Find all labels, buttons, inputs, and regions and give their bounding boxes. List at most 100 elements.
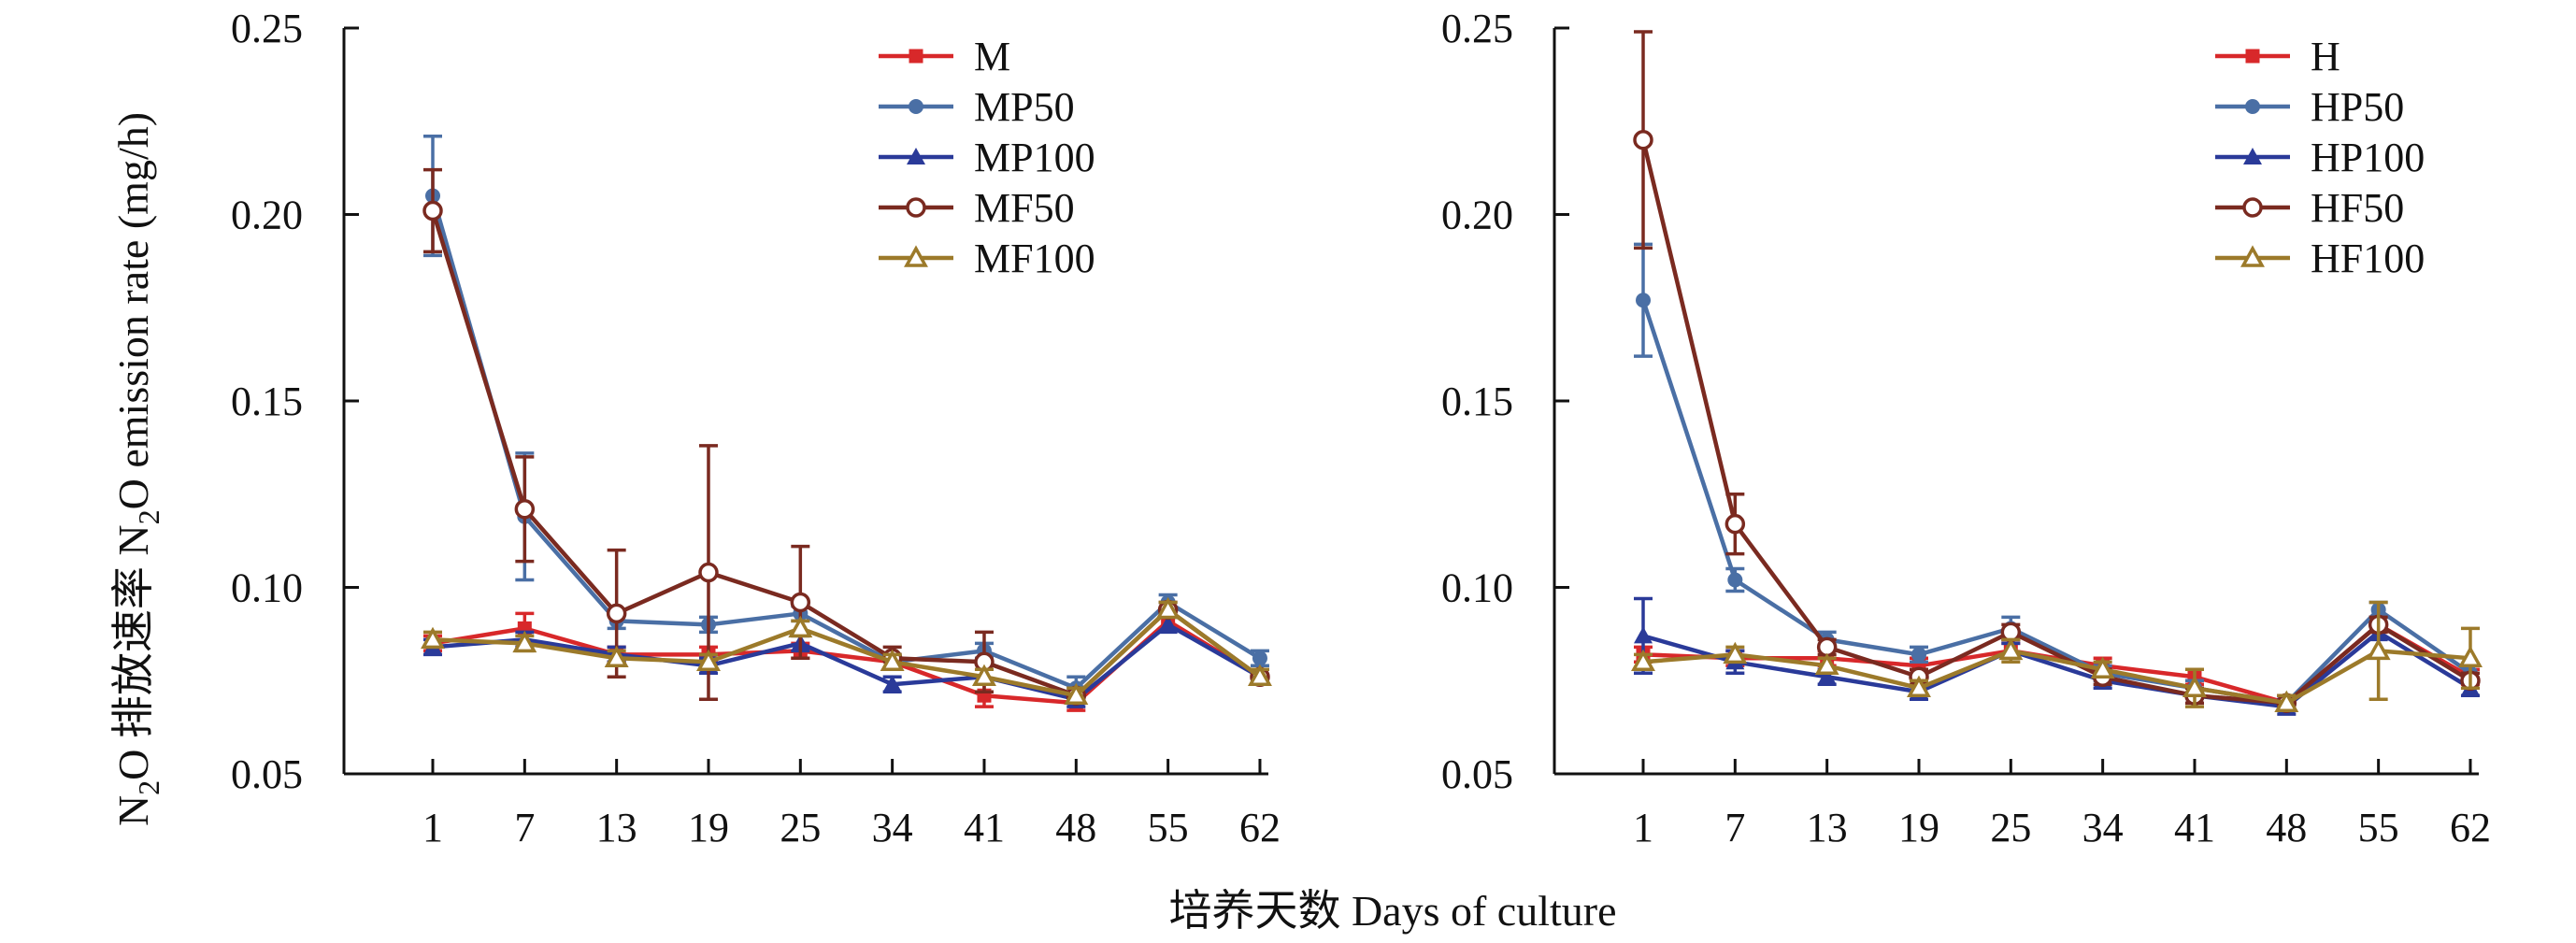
legend-entry: MP100: [879, 135, 1095, 180]
data-point: [1631, 649, 1655, 672]
x-tick-label: 34: [872, 805, 913, 850]
x-tick-label: 25: [780, 805, 821, 850]
data-point: [1727, 572, 1743, 588]
series-line: [430, 194, 1262, 691]
legend-label: HP100: [2311, 135, 2425, 180]
data-point: [790, 592, 811, 613]
data-point: [2274, 690, 2299, 712]
y-axis-title-part: N: [109, 795, 157, 826]
y-tick-label: 0.20: [231, 193, 303, 238]
legend-entry: MF50: [879, 185, 1075, 231]
series-line: [432, 607, 1262, 698]
x-tick-label: 19: [1898, 805, 1939, 850]
x-axis-title: 培养天数 Days of culture: [1168, 887, 1616, 935]
data-point: [880, 649, 905, 672]
series-line: [432, 622, 1262, 702]
series-hp50: [1634, 242, 2480, 712]
series-line: [430, 209, 1262, 698]
y-tick-label: 0.25: [231, 6, 303, 51]
data-point: [2090, 656, 2115, 679]
data-point: [972, 664, 996, 687]
y-tick-label: 0.10: [1441, 565, 1513, 611]
x-tick-label: 55: [1148, 805, 1189, 850]
data-point: [1998, 637, 2024, 661]
x-tick-label: 13: [596, 805, 637, 850]
chart-panel-right: 0.050.100.150.200.251 7 13 19 25 34 41 48 55 62HH…: [1441, 6, 2491, 850]
series-mf100: [421, 596, 1272, 705]
x-tick-label: 19: [688, 805, 729, 850]
x-tick-label: 55: [2358, 805, 2399, 850]
legend-label: MF100: [974, 236, 1095, 281]
series-line: [1642, 649, 2471, 706]
data-point: [1816, 636, 1838, 658]
data-point: [698, 562, 719, 583]
data-point: [1634, 626, 1653, 644]
x-tick-label: 41: [2174, 805, 2215, 850]
series-mp50: [423, 134, 1269, 701]
legend-entry: MP50: [879, 84, 1075, 130]
legend-marker: [907, 148, 925, 164]
data-point: [1247, 664, 1272, 687]
data-point: [2366, 637, 2391, 661]
y-tick-label: 0.05: [231, 751, 303, 797]
series-line: [1642, 630, 2472, 709]
data-point: [512, 630, 537, 653]
legend-marker: [909, 99, 923, 114]
y-tick-label: 0.15: [1441, 379, 1513, 424]
y-axis-title: N2O 排放速率 N2O emission rate (mg/h): [109, 112, 165, 826]
legend-marker: [904, 245, 928, 267]
data-point: [1636, 293, 1651, 308]
legend-marker: [909, 49, 923, 64]
x-tick-label: 7: [514, 805, 535, 850]
legend-marker: [2240, 245, 2265, 267]
x-tick-label: 1: [1633, 805, 1653, 850]
data-point: [1814, 652, 1839, 676]
data-point: [1723, 641, 1748, 664]
legend-label: HF100: [2311, 236, 2425, 281]
legend-label: MP50: [974, 84, 1075, 130]
legend-label: HP50: [2311, 84, 2404, 130]
y-tick-label: 0.10: [231, 565, 303, 611]
data-point: [1911, 647, 1926, 663]
x-tick-label: 13: [1807, 805, 1848, 850]
data-point: [1633, 129, 1653, 150]
data-point: [514, 498, 536, 520]
data-point: [1724, 513, 1746, 535]
legend-entry: HF50: [2215, 185, 2404, 231]
series-line: [1640, 299, 2472, 706]
y-tick-label: 0.20: [1441, 193, 1513, 238]
data-point: [421, 626, 445, 650]
data-point: [882, 675, 902, 693]
y-tick-label: 0.05: [1441, 751, 1513, 797]
legend-entry: HF100: [2215, 236, 2425, 281]
y-axis-title-part: O 排放速率 N: [109, 524, 157, 779]
legend-entry: HP100: [2215, 135, 2425, 180]
x-tick-label: 48: [2266, 805, 2307, 850]
x-tick-label: 41: [964, 805, 1005, 850]
x-tick-label: 34: [2082, 805, 2124, 850]
data-point: [1252, 650, 1267, 666]
legend-label: HF50: [2311, 185, 2404, 231]
data-point: [1817, 667, 1837, 685]
chart-panel-left: 0.050.100.150.200.251 7 13 19 25 34 41 48 55 62MM…: [231, 6, 1281, 850]
x-tick-label: 7: [1724, 805, 1745, 850]
data-point: [1907, 675, 1931, 697]
legend-marker: [2245, 49, 2260, 64]
data-point: [2457, 645, 2483, 668]
x-tick-label: 25: [1990, 805, 2031, 850]
data-point: [696, 649, 721, 672]
legend-label: H: [2311, 34, 2340, 79]
data-point: [422, 200, 443, 221]
data-point: [788, 615, 813, 638]
legend-label: M: [974, 34, 1010, 79]
data-point: [1064, 682, 1089, 705]
legend-marker: [2243, 148, 2262, 164]
legend-label: MF50: [974, 185, 1075, 231]
y-tick-label: 0.25: [1441, 6, 1513, 51]
legend-entry: H: [2215, 34, 2340, 79]
legend-marker: [2242, 197, 2263, 218]
series-hf100: [1631, 600, 2483, 712]
x-tick-label: 62: [1239, 805, 1281, 850]
